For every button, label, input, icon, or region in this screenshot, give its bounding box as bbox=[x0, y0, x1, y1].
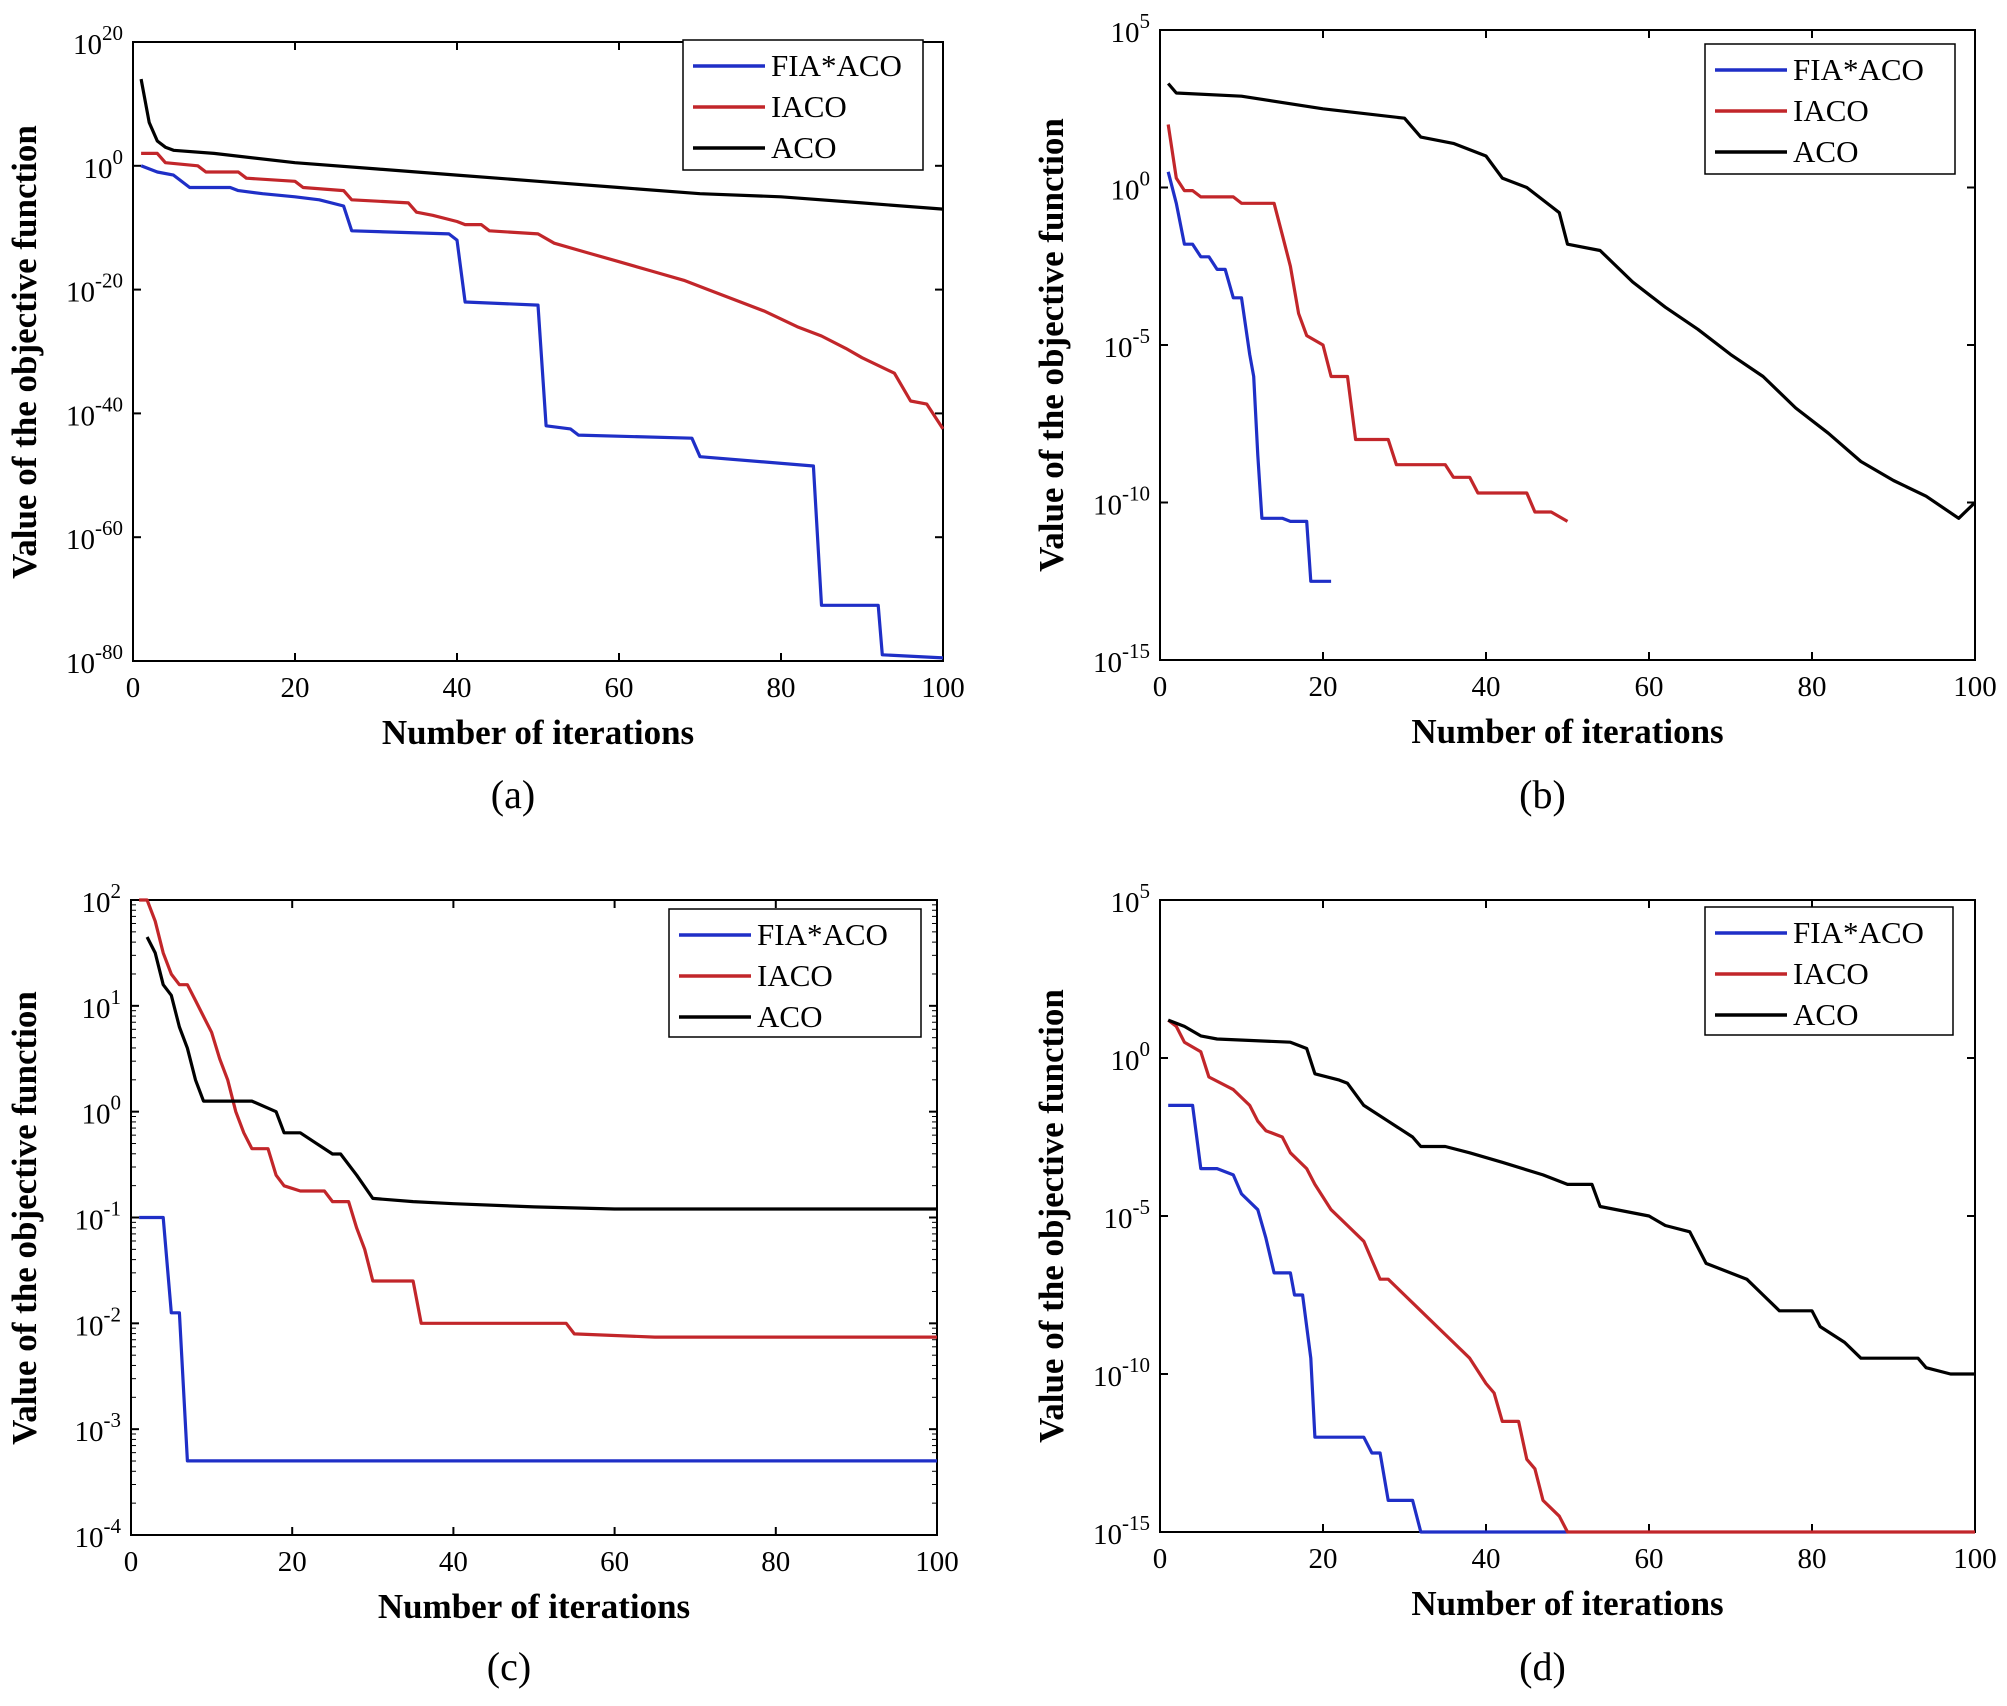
series-line-fiaaco bbox=[1166, 171, 1332, 583]
chart-panel-a: 0 20 40 60 80 100 10-80 10-60 10-40 10-20 100 1020 N… bbox=[5, 21, 965, 817]
legend-label-fiaaco: FIA*ACO bbox=[1793, 915, 1924, 950]
panel-caption: (a) bbox=[491, 772, 535, 817]
y-tick-label: 10-5 bbox=[1104, 324, 1151, 364]
series-line-fiaaco bbox=[139, 1215, 937, 1463]
series-line-fiaaco bbox=[140, 164, 944, 660]
chart-panel-c: 0 20 40 60 80 100 10-4 10-3 10-2 10-1 100 101 102 Num… bbox=[5, 879, 959, 1689]
legend-label-iaco: IACO bbox=[757, 958, 833, 993]
series-line-aco bbox=[1166, 82, 1977, 520]
panel-caption: (b) bbox=[1519, 772, 1566, 817]
legend-label-iaco: IACO bbox=[771, 89, 847, 124]
series-line-fiaaco bbox=[1168, 1103, 1568, 1534]
x-tick-label: 20 bbox=[1309, 1543, 1338, 1575]
y-tick-label: 10-3 bbox=[75, 1408, 122, 1448]
y-axis-label: Value of the objective function bbox=[1032, 118, 1071, 572]
y-tick-label: 10-80 bbox=[66, 640, 123, 680]
y-tick-label: 10-4 bbox=[75, 1514, 122, 1554]
x-tick-label: 100 bbox=[1953, 1543, 1997, 1575]
y-tick-label: 10-15 bbox=[1093, 639, 1150, 679]
y-tick-label: 102 bbox=[82, 879, 122, 919]
x-tick-label: 60 bbox=[605, 672, 634, 704]
y-axis-label: Value of the objective function bbox=[5, 991, 44, 1445]
legend-label-aco: ACO bbox=[771, 130, 836, 165]
series-line-iaco bbox=[139, 898, 937, 1339]
y-tick-label: 10-1 bbox=[75, 1197, 122, 1237]
x-tick-label: 40 bbox=[1472, 671, 1501, 703]
legend-label-aco: ACO bbox=[1793, 997, 1858, 1032]
y-axis-label: Value of the objective function bbox=[5, 125, 44, 579]
panel-caption: (c) bbox=[487, 1644, 531, 1689]
legend-label-fiaaco: FIA*ACO bbox=[771, 48, 902, 83]
legend-label-iaco: IACO bbox=[1793, 93, 1869, 128]
x-tick-label: 0 bbox=[124, 1546, 139, 1578]
y-tick-label: 1020 bbox=[73, 21, 123, 61]
y-tick-label: 100 bbox=[1111, 167, 1151, 207]
x-tick-label: 80 bbox=[767, 672, 796, 704]
y-tick-label: 10-15 bbox=[1093, 1511, 1150, 1551]
x-axis-label: Number of iterations bbox=[378, 1587, 690, 1626]
series-line-aco bbox=[139, 78, 944, 211]
x-tick-label: 20 bbox=[278, 1546, 307, 1578]
chart-panel-d: 0 20 40 60 80 100 10-15 10-10 10-5 100 105 Number o… bbox=[1032, 879, 1997, 1689]
legend-label-fiaaco: FIA*ACO bbox=[1793, 52, 1924, 87]
x-tick-label: 20 bbox=[1309, 671, 1338, 703]
x-tick-label: 40 bbox=[443, 672, 472, 704]
x-axis-label: Number of iterations bbox=[382, 713, 694, 752]
y-tick-label: 100 bbox=[82, 1091, 122, 1131]
series-line-iaco bbox=[1166, 124, 1569, 523]
x-tick-label: 40 bbox=[1472, 1543, 1501, 1575]
y-tick-label: 10-20 bbox=[66, 269, 123, 309]
series-line-aco bbox=[145, 936, 937, 1211]
series-line-iaco bbox=[141, 151, 945, 430]
y-tick-label: 10-10 bbox=[1093, 482, 1150, 522]
y-tick-label: 10-10 bbox=[1093, 1353, 1150, 1393]
y-tick-label: 105 bbox=[1111, 879, 1151, 919]
x-tick-label: 100 bbox=[915, 1546, 959, 1578]
legend-label-iaco: IACO bbox=[1793, 956, 1869, 991]
y-tick-label: 10-40 bbox=[66, 392, 123, 432]
y-axis-label: Value of the objective function bbox=[1032, 989, 1071, 1443]
chart-panel-b: 0 20 40 60 80 100 10-15 10-10 10-5 100 105 Number o… bbox=[1032, 9, 1997, 817]
y-tick-label: 10-2 bbox=[75, 1302, 122, 1342]
x-tick-label: 80 bbox=[1798, 1543, 1827, 1575]
series-line-aco bbox=[1167, 1018, 1975, 1376]
y-tick-label: 100 bbox=[84, 145, 124, 185]
y-tick-label: 105 bbox=[1111, 9, 1151, 49]
x-tick-label: 0 bbox=[1153, 671, 1168, 703]
x-tick-label: 80 bbox=[761, 1546, 790, 1578]
x-tick-label: 0 bbox=[1153, 1543, 1168, 1575]
y-tick-label: 101 bbox=[82, 985, 122, 1025]
y-tick-label: 100 bbox=[1111, 1037, 1151, 1077]
x-tick-label: 60 bbox=[1635, 1543, 1664, 1575]
x-tick-label: 60 bbox=[1635, 671, 1664, 703]
legend-label-aco: ACO bbox=[1793, 134, 1858, 169]
x-axis-label: Number of iterations bbox=[1411, 1584, 1723, 1623]
x-tick-label: 100 bbox=[921, 672, 965, 704]
legend-label-fiaaco: FIA*ACO bbox=[757, 917, 888, 952]
x-tick-label: 40 bbox=[439, 1546, 468, 1578]
plot-area-frame bbox=[132, 41, 944, 662]
series-line-iaco bbox=[1167, 1018, 1975, 1534]
panel-caption: (d) bbox=[1519, 1644, 1566, 1689]
x-tick-label: 60 bbox=[600, 1546, 629, 1578]
x-tick-label: 0 bbox=[126, 672, 141, 704]
y-tick-label: 10-60 bbox=[66, 516, 123, 556]
x-tick-label: 80 bbox=[1798, 671, 1827, 703]
x-tick-label: 20 bbox=[281, 672, 310, 704]
x-axis-label: Number of iterations bbox=[1411, 712, 1723, 751]
y-tick-label: 10-5 bbox=[1104, 1195, 1151, 1235]
legend-label-aco: ACO bbox=[757, 999, 822, 1034]
x-tick-label: 100 bbox=[1953, 671, 1997, 703]
